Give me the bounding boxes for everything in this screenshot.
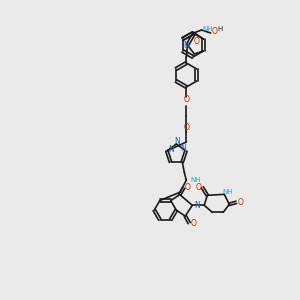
Text: O: O — [184, 95, 189, 104]
Text: NH: NH — [190, 177, 201, 183]
Text: O: O — [212, 28, 218, 37]
Text: O: O — [185, 183, 191, 192]
Text: NH: NH — [202, 26, 213, 32]
Text: N: N — [184, 40, 189, 50]
Text: N: N — [180, 144, 186, 153]
Text: N: N — [194, 201, 200, 210]
Text: O: O — [184, 124, 189, 133]
Text: O: O — [195, 183, 201, 192]
Text: O: O — [190, 219, 196, 228]
Text: NH: NH — [222, 189, 232, 195]
Text: O: O — [237, 198, 243, 207]
Text: O: O — [194, 37, 200, 46]
Text: N: N — [175, 137, 180, 146]
Text: H: H — [217, 26, 222, 32]
Text: N: N — [168, 146, 174, 154]
